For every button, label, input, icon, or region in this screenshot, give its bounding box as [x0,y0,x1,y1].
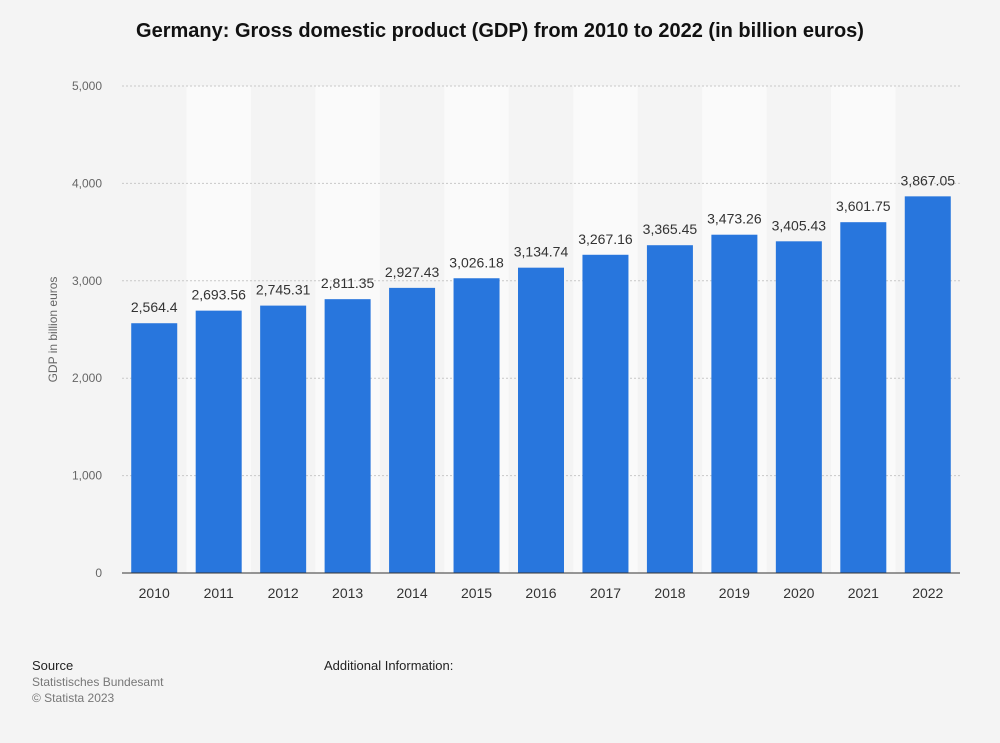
value-labels: 2,564.4 2,693.56 2,745.31 2,811.35 2,927.43 3… [131,172,955,315]
bar [389,287,436,573]
copyright: © Statista 2023 [32,691,115,705]
source-name: Statistisches Bundesamt [32,675,164,689]
bars [131,196,951,574]
y-tick-label: 0 [95,566,102,580]
x-tick-label: 2015 [461,585,492,601]
bar [195,310,242,573]
value-label: 3,473.26 [707,211,762,227]
x-tick-label: 2010 [139,585,170,601]
bar [260,305,307,573]
value-label: 3,601.75 [836,198,891,214]
x-tick-label: 2012 [268,585,299,601]
value-label: 2,693.56 [191,287,246,303]
value-label: 2,811.35 [321,275,375,291]
source-heading: Source [32,658,74,673]
bar [840,222,887,573]
x-tick-label: 2021 [848,585,879,601]
bar [582,254,629,573]
x-tick-label: 2011 [204,585,234,601]
y-axis-label: GDP in billion euros [46,277,60,383]
x-tick-label: 2022 [912,585,943,601]
chart-title: Germany: Gross domestic product (GDP) fr… [136,20,864,42]
value-label: 3,365.45 [643,221,698,237]
y-tick-labels: 0 1,000 2,000 3,000 4,000 5,000 [72,79,102,580]
x-tick-label: 2020 [783,585,814,601]
source-block: Source Statistisches Bundesamt © Statist… [32,658,163,706]
value-label: 3,026.18 [449,254,504,270]
y-tick-label: 5,000 [72,79,102,93]
value-label: 3,867.05 [901,172,956,188]
x-tick-labels: 2010 2011 2012 2013 2014 2015 2016 2017 2018 2019… [139,585,944,601]
x-tick-label: 2018 [654,585,685,601]
x-tick-label: 2013 [332,585,363,601]
y-tick-label: 3,000 [72,274,102,288]
value-label: 3,267.16 [578,231,633,247]
bar [904,196,951,573]
value-label: 3,405.43 [772,217,827,233]
bar [775,241,822,574]
bar [646,245,693,573]
bar [518,267,564,573]
additional-info-link[interactable]: Additional Information: [324,658,454,673]
bar [324,299,371,573]
x-tick-label: 2019 [719,585,750,601]
x-tick-label: 2014 [396,585,427,601]
bar [131,323,178,573]
value-label: 2,564.4 [131,299,178,315]
x-tick-label: 2017 [590,585,621,601]
value-label: 2,745.31 [256,282,311,298]
y-tick-label: 2,000 [72,371,102,385]
additional-info-block: Additional Information: [324,658,453,674]
value-label: 3,134.74 [514,244,569,260]
x-tick-label: 2016 [525,585,556,601]
y-tick-label: 4,000 [72,176,102,190]
value-label: 2,927.43 [385,264,440,280]
bar [453,278,500,573]
bar [711,234,758,574]
y-tick-label: 1,000 [72,469,102,483]
